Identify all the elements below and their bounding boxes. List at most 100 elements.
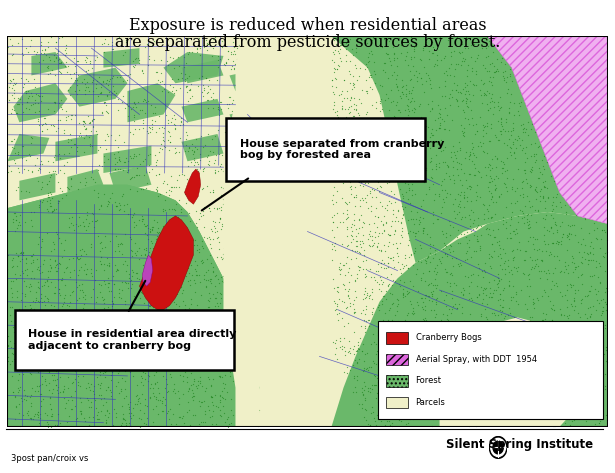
Point	[531, 187, 541, 194]
Point	[506, 66, 515, 73]
Point	[231, 245, 241, 253]
Point	[113, 327, 122, 335]
Point	[595, 419, 605, 427]
Point	[124, 420, 134, 427]
Point	[360, 295, 370, 302]
Point	[241, 285, 251, 293]
Point	[499, 394, 509, 402]
Point	[577, 73, 587, 80]
Point	[520, 158, 530, 166]
Point	[86, 293, 96, 301]
Point	[428, 361, 438, 368]
Point	[453, 359, 463, 367]
Point	[8, 254, 18, 262]
Point	[218, 379, 228, 387]
Point	[387, 422, 397, 429]
Point	[89, 394, 98, 402]
Point	[400, 316, 410, 324]
Point	[106, 392, 116, 400]
Point	[565, 329, 575, 337]
Point	[146, 166, 156, 173]
Point	[389, 230, 399, 237]
Point	[38, 282, 47, 290]
Point	[124, 422, 133, 430]
Point	[216, 225, 226, 233]
Point	[512, 197, 522, 205]
Point	[76, 398, 86, 406]
Point	[114, 328, 124, 336]
Point	[458, 106, 467, 114]
Point	[368, 358, 378, 365]
Point	[174, 327, 184, 334]
Point	[546, 87, 555, 95]
Point	[383, 242, 392, 250]
Point	[178, 412, 188, 420]
Point	[137, 289, 147, 297]
Point	[101, 354, 111, 362]
Point	[518, 125, 528, 132]
Point	[391, 80, 401, 88]
Point	[524, 217, 534, 225]
Point	[353, 346, 363, 353]
Point	[451, 87, 461, 94]
Point	[52, 38, 62, 45]
Point	[384, 388, 394, 395]
Point	[558, 158, 568, 166]
Point	[434, 215, 443, 223]
Point	[164, 350, 173, 358]
Point	[477, 99, 486, 107]
Text: 3post pan/croix vs: 3post pan/croix vs	[11, 454, 89, 463]
Point	[526, 265, 536, 273]
Point	[43, 105, 53, 113]
Point	[144, 53, 154, 60]
Point	[173, 75, 183, 83]
Point	[370, 372, 380, 379]
Point	[66, 357, 76, 364]
Point	[172, 338, 181, 346]
Point	[410, 105, 419, 113]
Point	[598, 382, 608, 389]
Point	[182, 250, 192, 257]
Point	[408, 383, 418, 390]
Point	[451, 300, 461, 308]
Point	[542, 184, 552, 192]
Point	[403, 181, 413, 188]
Point	[49, 241, 59, 248]
Point	[362, 39, 372, 46]
Point	[11, 186, 21, 194]
Point	[140, 109, 149, 116]
Point	[15, 422, 25, 430]
Point	[49, 107, 59, 114]
Point	[409, 105, 419, 112]
Point	[160, 384, 170, 392]
Point	[160, 310, 170, 318]
Point	[402, 377, 412, 384]
Point	[145, 302, 154, 310]
Point	[11, 216, 21, 224]
Point	[548, 108, 558, 116]
Point	[116, 206, 125, 213]
Point	[534, 164, 544, 172]
Point	[500, 312, 510, 320]
Point	[420, 291, 430, 298]
Point	[432, 216, 442, 223]
Point	[603, 416, 613, 423]
Point	[348, 235, 358, 243]
Point	[249, 216, 259, 224]
Point	[502, 234, 512, 241]
Point	[590, 158, 600, 166]
Point	[245, 418, 255, 425]
Point	[14, 377, 23, 384]
Point	[493, 284, 503, 291]
Point	[459, 193, 469, 201]
Point	[376, 183, 386, 191]
Point	[25, 312, 34, 320]
Point	[504, 392, 514, 399]
Point	[413, 78, 423, 85]
Point	[351, 348, 361, 355]
Point	[345, 349, 355, 357]
Point	[502, 354, 512, 362]
Point	[148, 341, 157, 349]
Point	[216, 357, 226, 364]
Point	[63, 184, 73, 192]
